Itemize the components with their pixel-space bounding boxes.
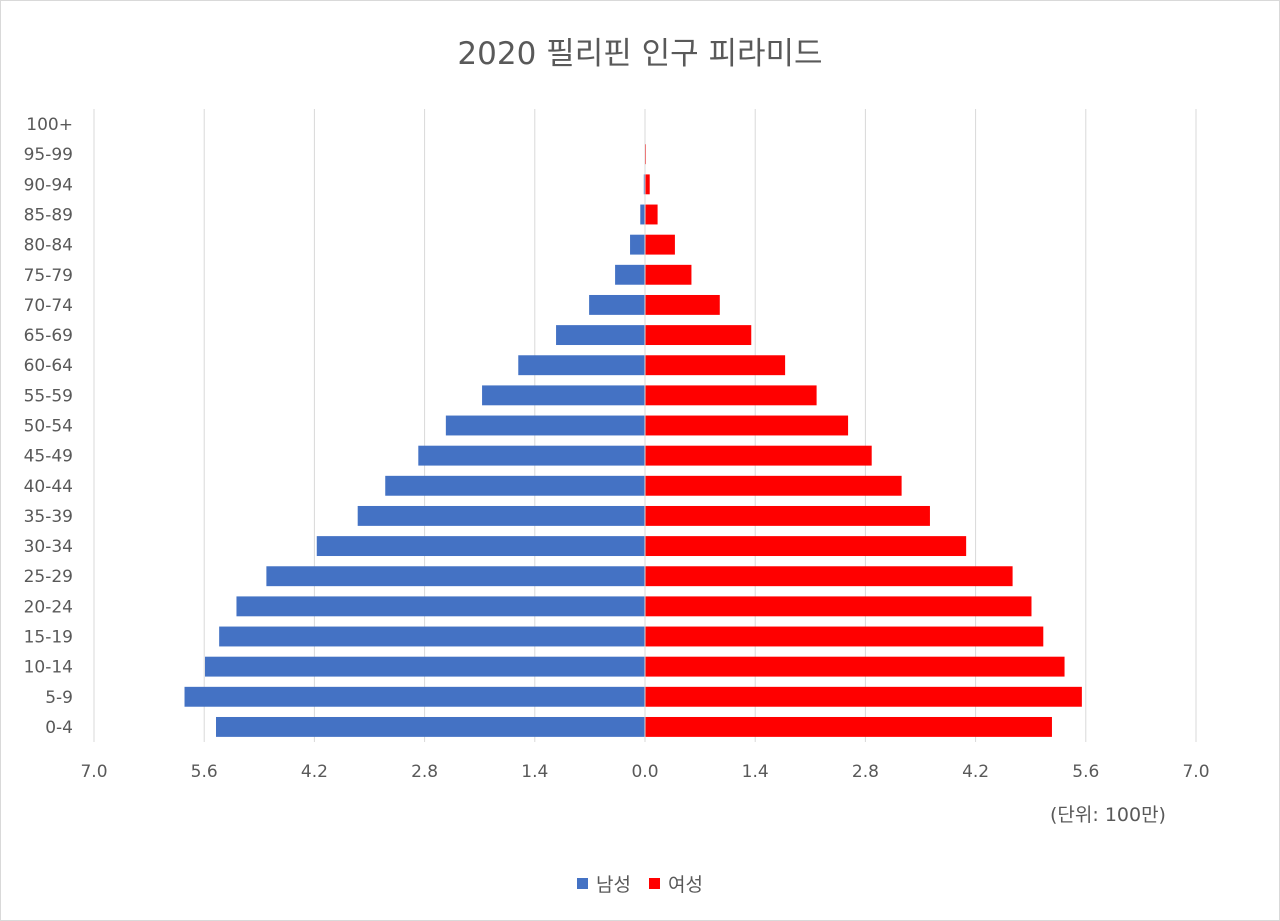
- male-bar: [640, 204, 645, 225]
- male-bar: [418, 445, 645, 466]
- x-tick-label: 4.2: [962, 762, 989, 782]
- x-tick-label: 7.0: [1182, 762, 1209, 782]
- female-bar: [645, 204, 658, 225]
- y-category-label: 35-39: [24, 507, 73, 527]
- female-bar: [645, 566, 1013, 587]
- legend-label-female: 여성: [668, 874, 703, 896]
- chart-title: 2020 필리핀 인구 피라미드: [457, 36, 823, 72]
- female-bar: [645, 475, 902, 496]
- y-category-label: 50-54: [24, 417, 73, 437]
- y-category-label: 20-24: [24, 597, 73, 617]
- y-category-label: 85-89: [24, 206, 73, 226]
- y-category-label: 70-74: [24, 296, 73, 316]
- x-tick-label: 5.6: [1072, 762, 1099, 782]
- x-tick-label: 7.0: [80, 762, 107, 782]
- x-tick-label: 5.6: [191, 762, 218, 782]
- female-bar: [645, 325, 752, 346]
- y-category-label: 25-29: [24, 567, 73, 587]
- x-tick-label: 1.4: [742, 762, 769, 782]
- legend-item-female: 여성: [649, 870, 703, 897]
- female-bar: [645, 536, 967, 557]
- y-category-label: 100+: [26, 115, 73, 135]
- x-tick-label: 2.8: [852, 762, 879, 782]
- y-category-label: 30-34: [24, 537, 73, 557]
- male-bar: [216, 716, 645, 737]
- male-bar: [630, 234, 645, 255]
- male-bar: [518, 355, 645, 376]
- female-bar: [645, 505, 930, 526]
- x-tick-label: 1.4: [521, 762, 548, 782]
- male-bar: [357, 505, 645, 526]
- male-bar: [204, 656, 646, 677]
- male-bar: [589, 294, 645, 315]
- male-bar: [615, 264, 645, 285]
- female-bar: [645, 234, 675, 255]
- female-bar: [645, 656, 1065, 677]
- y-category-label: 15-19: [24, 628, 73, 648]
- male-bar: [385, 475, 645, 496]
- male-bar: [482, 385, 645, 406]
- female-bar: [645, 355, 786, 376]
- male-bar: [236, 596, 646, 617]
- male-bar: [219, 626, 646, 647]
- male-bar: [556, 325, 645, 346]
- y-category-label: 80-84: [24, 236, 73, 256]
- legend-swatch-male: [577, 878, 588, 889]
- y-category-label: 45-49: [24, 447, 73, 467]
- y-category-label: 60-64: [24, 356, 73, 376]
- x-tick-label: 2.8: [411, 762, 438, 782]
- female-bar: [645, 174, 650, 195]
- y-category-label: 40-44: [24, 477, 73, 497]
- y-category-label: 75-79: [24, 266, 73, 286]
- y-category-label: 5-9: [45, 688, 73, 708]
- y-category-label: 95-99: [24, 145, 73, 165]
- y-category-label: 0-4: [45, 718, 73, 738]
- female-bar: [645, 264, 692, 285]
- x-tick-label: 4.2: [301, 762, 328, 782]
- y-category-label: 55-59: [24, 386, 73, 406]
- male-bar: [266, 566, 645, 587]
- female-bar: [645, 626, 1044, 647]
- female-bar: [645, 716, 1052, 737]
- female-bar: [645, 415, 849, 436]
- unit-label: (단위: 100만): [1050, 804, 1166, 826]
- y-category-label: 90-94: [24, 175, 73, 195]
- legend-swatch-female: [649, 878, 661, 889]
- female-bar: [645, 445, 872, 466]
- female-bar: [645, 686, 1082, 707]
- y-category-label: 10-14: [24, 658, 73, 678]
- male-bar: [184, 686, 645, 707]
- y-category-label: 65-69: [24, 326, 73, 346]
- female-bar: [645, 596, 1032, 617]
- legend-item-male: 남성: [577, 870, 631, 897]
- legend: 남성 여성: [0, 870, 1280, 897]
- male-bar: [316, 536, 645, 557]
- legend-label-male: 남성: [596, 874, 631, 896]
- male-bar: [445, 415, 645, 436]
- x-tick-label: 0.0: [631, 762, 658, 782]
- female-bar: [645, 385, 817, 406]
- female-bar: [645, 294, 720, 315]
- male-bar: [643, 174, 645, 195]
